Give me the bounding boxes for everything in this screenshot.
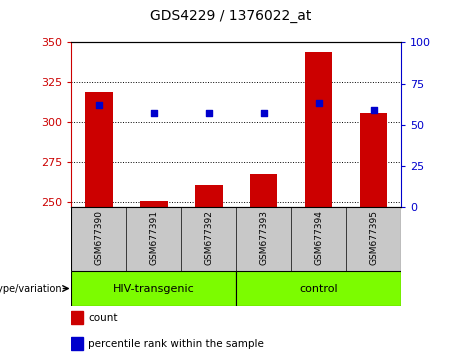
Text: GSM677393: GSM677393: [259, 210, 268, 265]
Text: GSM677394: GSM677394: [314, 210, 323, 265]
Text: GSM677395: GSM677395: [369, 210, 378, 265]
Text: GSM677390: GSM677390: [95, 210, 103, 265]
Bar: [360, 113, 387, 207]
Bar: [140, 201, 168, 207]
Text: genotype/variation: genotype/variation: [0, 284, 62, 293]
Bar: [195, 185, 223, 207]
Text: HIV-transgenic: HIV-transgenic: [113, 284, 195, 293]
Text: count: count: [88, 313, 118, 323]
Point: [315, 101, 322, 106]
Point: [205, 110, 213, 116]
Point: [260, 110, 267, 116]
Point: [95, 102, 103, 108]
Bar: [71, 271, 236, 306]
Bar: [85, 92, 112, 207]
Text: control: control: [299, 284, 338, 293]
Text: GSM677391: GSM677391: [149, 210, 159, 265]
Text: percentile rank within the sample: percentile rank within the sample: [88, 339, 264, 349]
Bar: [250, 173, 278, 207]
Bar: [236, 271, 401, 306]
Bar: [71, 310, 83, 324]
Point: [370, 107, 377, 113]
Text: GSM677392: GSM677392: [204, 210, 213, 265]
Point: [150, 110, 158, 116]
Bar: [305, 52, 332, 207]
Bar: [71, 337, 83, 350]
Text: GDS4229 / 1376022_at: GDS4229 / 1376022_at: [150, 9, 311, 23]
